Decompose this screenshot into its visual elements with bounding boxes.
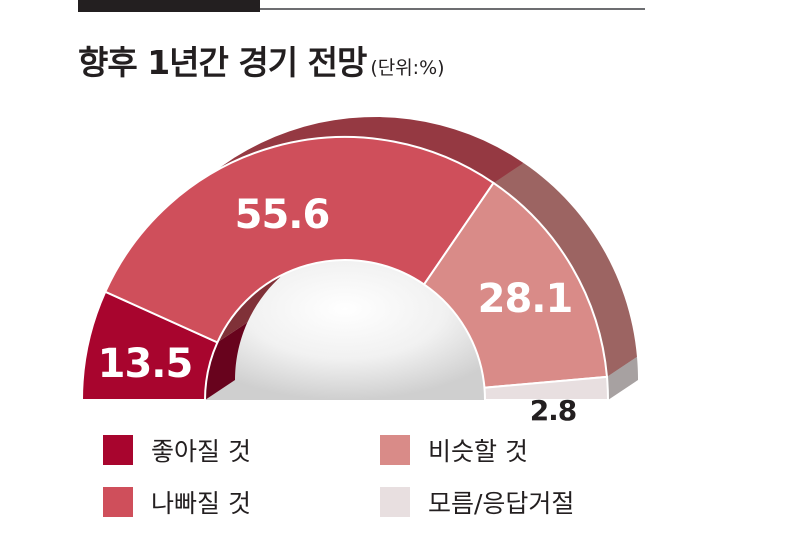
chart-title-text: 향후 1년간 경기 전망 bbox=[78, 43, 367, 82]
value-label-unknown: 2.8 bbox=[530, 394, 577, 427]
value-label-good: 13.5 bbox=[98, 341, 193, 387]
legend-swatch-good bbox=[103, 435, 133, 465]
legend-label-similar: 비슷할 것 bbox=[428, 437, 528, 466]
chart-unit: (단위:%) bbox=[370, 57, 445, 79]
legend-label-unknown: 모름/응답거절 bbox=[428, 489, 575, 518]
legend-item-good: 좋아질 것 bbox=[103, 432, 251, 468]
legend-item-unknown: 모름/응답거절 bbox=[380, 484, 574, 520]
donut-slices bbox=[80, 136, 610, 401]
legend-swatch-unknown bbox=[380, 487, 410, 517]
legend-item-similar: 비슷할 것 bbox=[380, 432, 528, 468]
legend-label-bad: 나빠질 것 bbox=[151, 489, 251, 518]
legend-swatch-bad bbox=[103, 487, 133, 517]
value-labels: 13.5 55.6 28.1 2.8 bbox=[98, 192, 578, 427]
slice-bad bbox=[103, 136, 495, 344]
donut-hole bbox=[205, 260, 485, 400]
rim-similar bbox=[493, 162, 637, 377]
slice-unknown bbox=[483, 375, 610, 401]
inner-wall-good bbox=[205, 322, 248, 400]
legend-swatch-similar bbox=[380, 435, 410, 465]
value-label-bad: 55.6 bbox=[235, 192, 330, 238]
header-rule bbox=[260, 8, 645, 10]
legend-item-bad: 나빠질 것 bbox=[103, 484, 251, 520]
rim-unknown bbox=[606, 356, 638, 400]
chart-title: 향후 1년간 경기 전망 (단위:%) bbox=[78, 36, 445, 84]
legend-label-good: 좋아질 것 bbox=[151, 437, 251, 466]
value-label-similar: 28.1 bbox=[478, 276, 573, 322]
header-bar-dark bbox=[78, 0, 260, 12]
slice-similar bbox=[422, 181, 609, 389]
